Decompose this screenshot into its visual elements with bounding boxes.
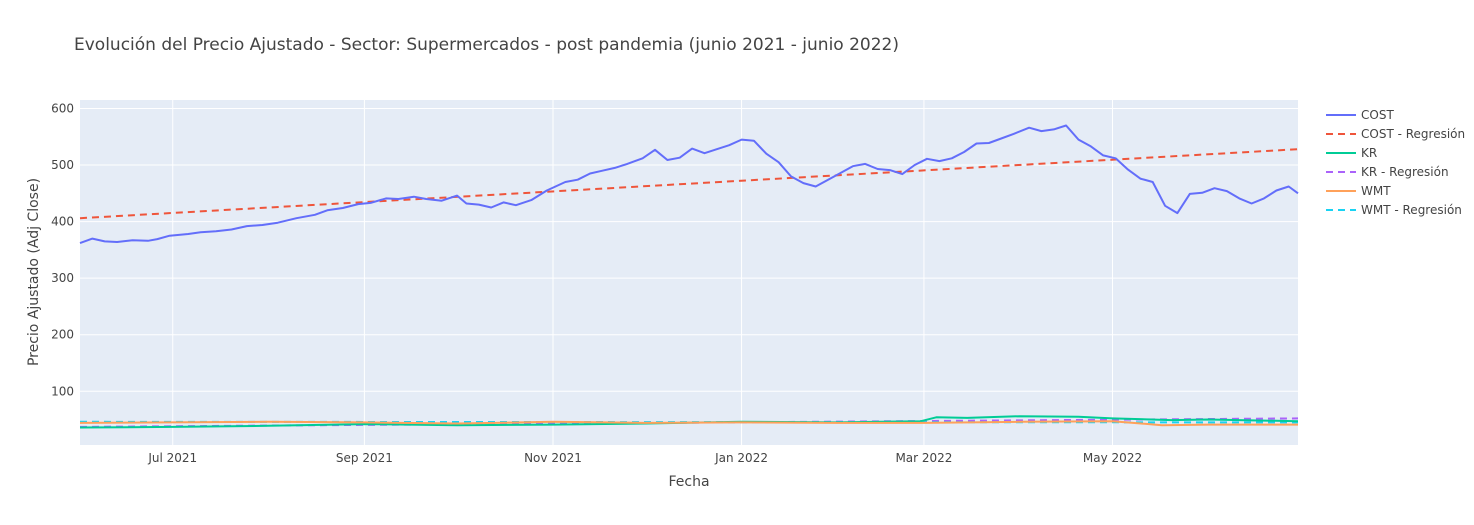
legend-label: KR - Regresión xyxy=(1361,165,1449,179)
legend-item[interactable]: WMT - Regresión xyxy=(1326,203,1462,217)
plot-area xyxy=(80,100,1298,445)
y-tick-label: 400 xyxy=(51,215,74,229)
legend-label: KR xyxy=(1361,146,1377,160)
y-axis-ticks: 100 200 300 400 500 600 xyxy=(51,101,74,398)
series-line-cost xyxy=(79,124,1299,245)
legend-label: WMT - Regresión xyxy=(1361,203,1462,217)
y-tick-label: 300 xyxy=(51,271,74,285)
legend-label: COST xyxy=(1361,108,1394,122)
x-tick-label: Jan 2022 xyxy=(714,451,768,465)
series-lines xyxy=(79,124,1299,429)
x-tick-label: Nov 2021 xyxy=(524,451,582,465)
chart-title: Evolución del Precio Ajustado - Sector: … xyxy=(74,35,899,55)
legend-item[interactable]: KR - Regresión xyxy=(1326,165,1449,179)
y-tick-label: 200 xyxy=(51,328,74,342)
y-tick-label: 500 xyxy=(51,158,74,172)
x-tick-label: Mar 2022 xyxy=(895,451,952,465)
grid xyxy=(80,100,1298,445)
x-tick-label: Jul 2021 xyxy=(147,451,197,465)
x-tick-label: Sep 2021 xyxy=(336,451,393,465)
x-axis-title: Fecha xyxy=(668,474,709,490)
legend[interactable]: COST COST - Regresión KR KR - Regresión WMT W… xyxy=(1326,108,1465,217)
x-tick-label: May 2022 xyxy=(1083,451,1142,465)
y-tick-label: 600 xyxy=(51,101,74,115)
y-tick-label: 100 xyxy=(51,384,74,398)
legend-item[interactable]: KR xyxy=(1326,146,1377,160)
legend-label: COST - Regresión xyxy=(1361,127,1465,141)
legend-label: WMT xyxy=(1361,184,1391,198)
series-line-kr xyxy=(79,415,1299,429)
legend-item[interactable]: COST xyxy=(1326,108,1394,122)
x-axis-ticks: Jul 2021 Sep 2021 Nov 2021 Jan 2022 Mar 2022… xyxy=(147,451,1142,465)
series-line-wmt xyxy=(79,420,1298,427)
y-axis-title: Precio Ajustado (Adj Close) xyxy=(26,178,42,366)
legend-item[interactable]: WMT xyxy=(1326,184,1391,198)
legend-item[interactable]: COST - Regresión xyxy=(1326,127,1465,141)
